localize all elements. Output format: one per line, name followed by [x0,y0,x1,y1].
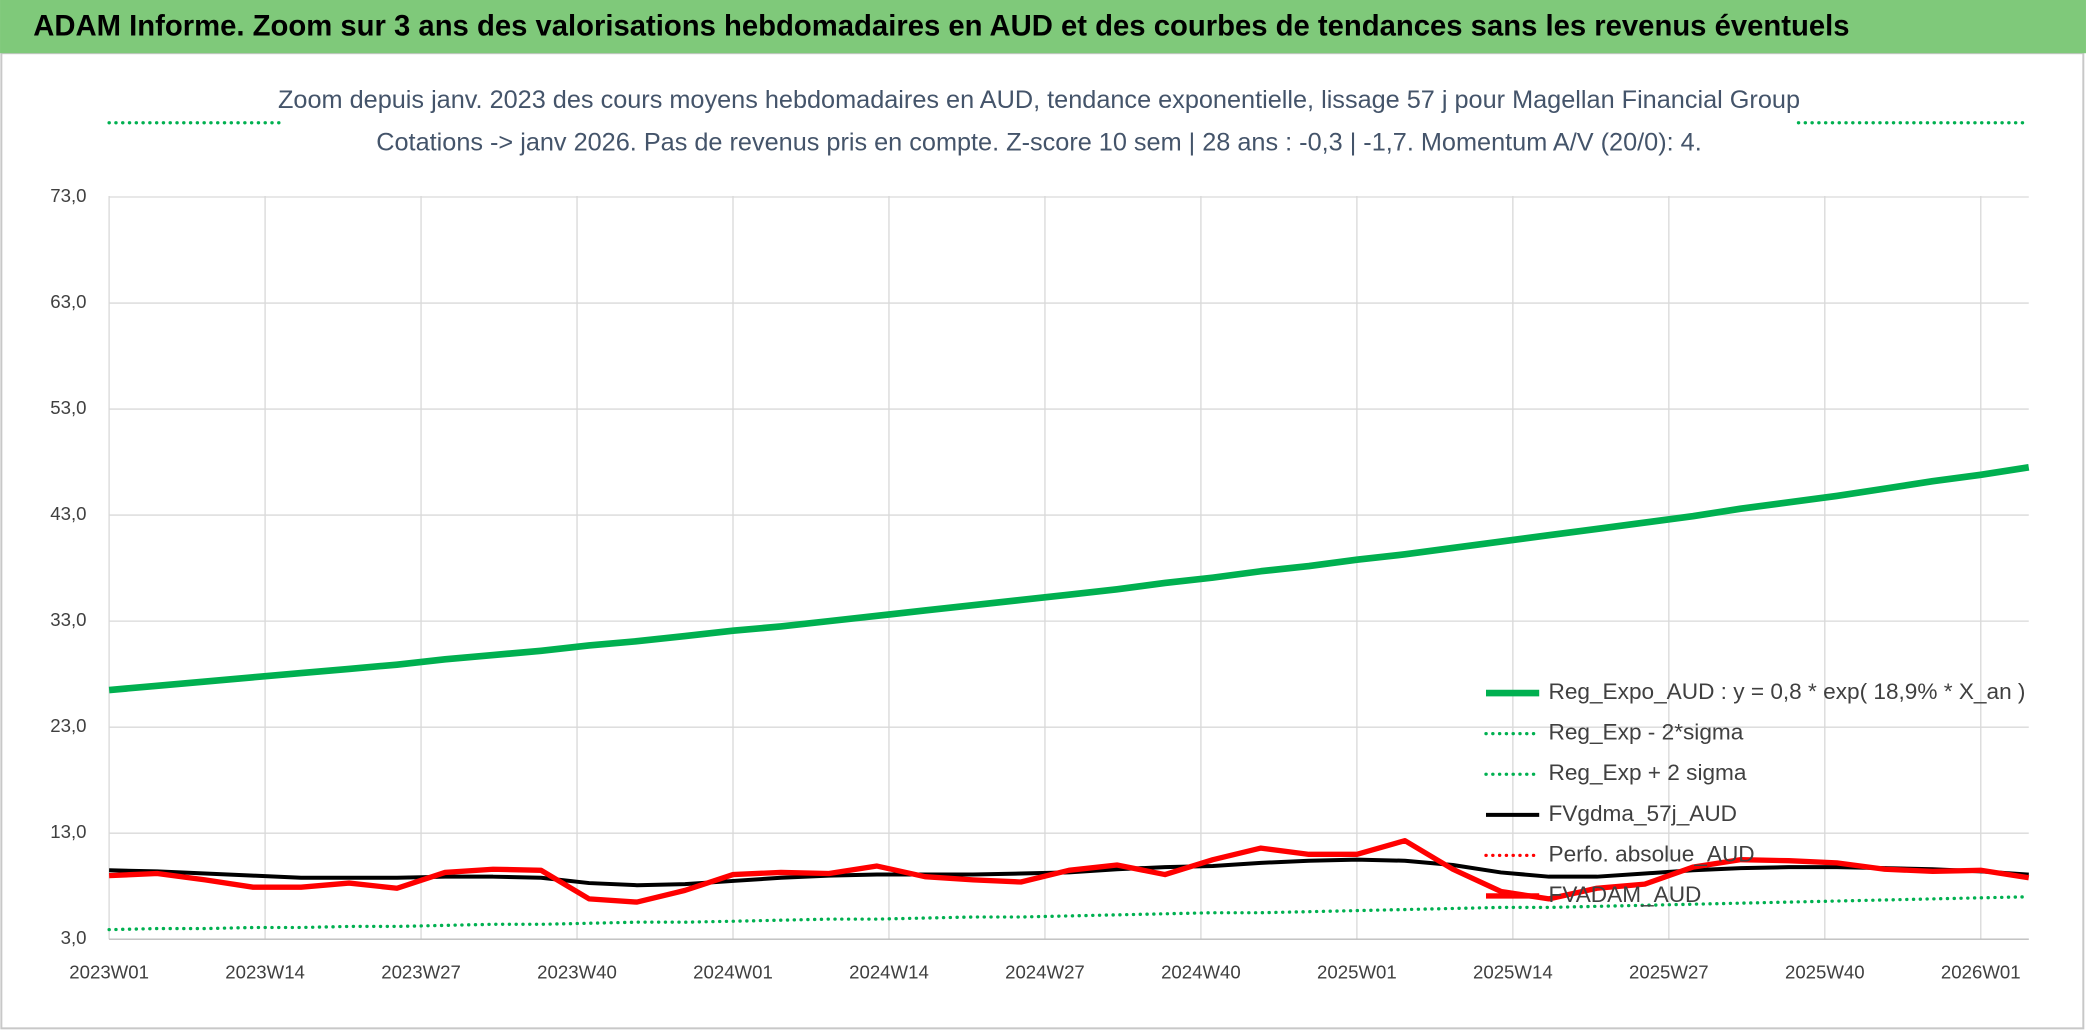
legend: Reg_Expo_AUD : y = 0,8 * exp( 18,9% * X_… [1484,679,2026,907]
x-tick-label: 2025W27 [1629,962,1709,983]
chart-title: Zoom depuis janv. 2023 des cours moyens … [278,86,1800,114]
x-tick-label: 2024W40 [1161,962,1241,983]
y-tick-label: 33,0 [50,609,86,630]
legend-label: Reg_Exp - 2*sigma [1549,720,1744,745]
legend-label: FVgdma_57j_AUD [1549,801,1738,826]
y-tick-label: 43,0 [50,503,86,524]
legend-label: Perfo. absolue_AUD [1549,841,1755,866]
title-backdrop [282,77,1796,168]
series-line [108,837,2030,905]
page-title: ADAM Informe. Zoom sur 3 ans des valoris… [33,11,1849,43]
chart-subtitle: Cotations -> janv 2026. Pas de revenus p… [376,128,1701,156]
x-tick-label: 2023W40 [537,962,617,983]
x-tick-label: 2024W01 [693,962,773,983]
banner [0,0,2086,54]
y-tick-label: 23,0 [50,715,86,736]
series-line [108,464,2030,694]
plot-area: 3,0 13,0 23,0 33,0 43,0 53,0 63,0 73,0 2023W01 20… [50,121,2031,983]
x-tick-label: 2025W40 [1785,962,1865,983]
legend-label: Reg_Expo_AUD : y = 0,8 * exp( 18,9% * X_… [1549,679,2026,704]
x-tick-label: 2024W14 [849,962,929,983]
y-tick-label: 73,0 [50,185,86,206]
legend-label: Reg_Exp + 2 sigma [1549,760,1747,785]
y-tick-label: 3,0 [61,927,87,948]
y-tick-label: 63,0 [50,291,86,312]
x-tick-label: 2023W27 [381,962,461,983]
x-tick-label: 2025W14 [1473,962,1553,983]
x-tick-label: 2024W27 [1005,962,1085,983]
x-tick-label: 2023W14 [225,962,305,983]
x-tick-label: 2023W01 [69,962,149,983]
series-line [107,895,2031,932]
y-tick-label: 53,0 [50,397,86,418]
y-tick-label: 13,0 [50,821,86,842]
x-tick-label: 2026W01 [1941,962,2021,983]
x-tick-label: 2025W01 [1317,962,1397,983]
legend-label: FVADAM_AUD [1549,882,1702,907]
